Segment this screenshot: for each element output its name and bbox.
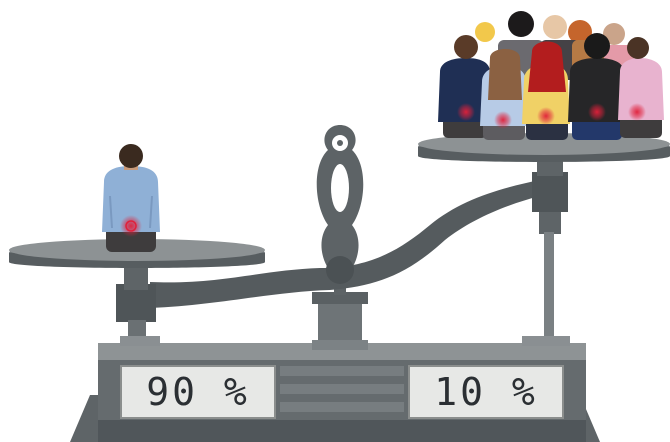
left-weight-display: 90 % xyxy=(120,365,276,419)
left-pan-support xyxy=(116,268,160,346)
person-left xyxy=(102,144,160,252)
center-column xyxy=(312,125,368,350)
balance-beam xyxy=(150,180,540,308)
right-pan-support xyxy=(522,160,570,346)
right-weight-display: 10 % xyxy=(408,365,564,419)
pain-marker-icon xyxy=(120,215,142,237)
crowd-right xyxy=(438,11,664,140)
left-pan xyxy=(9,239,265,268)
